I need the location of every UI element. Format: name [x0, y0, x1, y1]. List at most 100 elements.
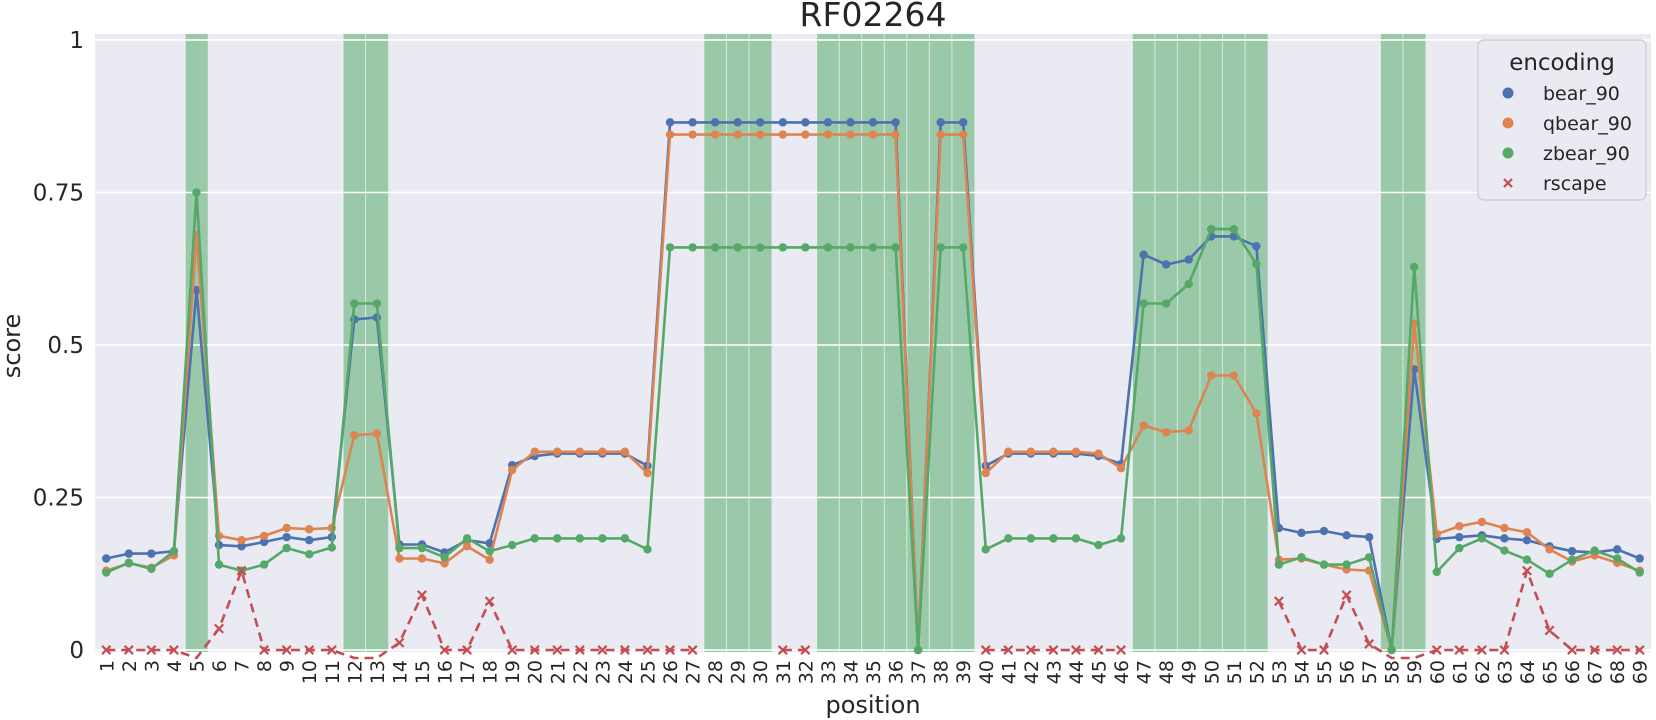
data-point-qbear_90: [823, 130, 833, 139]
data-point-qbear_90: [1161, 428, 1171, 437]
data-point-zbear_90: [1026, 534, 1036, 543]
x-tick-label: 24: [615, 660, 637, 684]
data-point-qbear_90: [665, 130, 675, 139]
data-point-rscape: [1003, 645, 1014, 655]
data-point-bear_90: [147, 549, 156, 558]
legend-marker-rscape: [1503, 178, 1513, 188]
data-point-qbear_90: [620, 447, 630, 456]
x-tick-label: 9: [277, 660, 299, 672]
data-point-zbear_90: [1635, 568, 1644, 577]
x-tick-label: 1: [96, 660, 118, 672]
data-point-qbear_90: [282, 523, 291, 533]
x-tick-label: 54: [1291, 660, 1313, 684]
data-point-qbear_90: [1500, 523, 1509, 533]
x-tick-label: 62: [1472, 660, 1494, 684]
data-point-zbear_90: [1319, 560, 1329, 569]
data-point-qbear_90: [305, 525, 314, 534]
data-point-rscape: [146, 645, 157, 655]
data-point-qbear_90: [959, 130, 968, 139]
data-point-rscape: [1499, 645, 1510, 655]
chart-title: RF02264: [800, 0, 947, 34]
data-point-zbear_90: [620, 534, 630, 543]
x-tick-label: 16: [435, 660, 457, 684]
data-point-rscape: [417, 590, 427, 601]
data-point-bear_90: [1455, 532, 1464, 542]
data-point-rscape: [281, 645, 292, 655]
data-point-rscape: [1273, 596, 1284, 607]
data-point-zbear_90: [643, 545, 652, 554]
x-tick-label: 4: [164, 660, 186, 672]
data-point-bear_90: [1522, 536, 1532, 545]
data-point-zbear_90: [1049, 534, 1058, 543]
data-point-qbear_90: [507, 465, 517, 475]
x-tick-label: 47: [1134, 660, 1156, 684]
data-point-zbear_90: [868, 243, 878, 252]
data-point-qbear_90: [891, 130, 900, 139]
x-tick-label: 30: [750, 660, 772, 684]
data-point-rscape: [687, 645, 698, 655]
data-point-qbear_90: [801, 130, 810, 139]
data-point-rscape: [529, 645, 540, 655]
data-point-zbear_90: [1500, 546, 1509, 555]
x-tick-label: 10: [299, 660, 321, 684]
data-point-qbear_90: [1071, 447, 1081, 456]
x-tick-label: 38: [931, 660, 953, 684]
data-point-qbear_90: [1049, 447, 1058, 456]
x-tick-label: 17: [457, 660, 479, 684]
x-tick-label: 22: [570, 660, 592, 684]
data-point-qbear_90: [1455, 521, 1464, 531]
data-point-bear_90: [846, 118, 855, 127]
data-point-zbear_90: [801, 243, 810, 252]
x-axis-label: position: [825, 691, 920, 719]
data-point-zbear_90: [1161, 299, 1171, 308]
data-point-qbear_90: [1477, 517, 1487, 527]
data-point-zbear_90: [756, 243, 765, 252]
legend-marker-qbear_90: [1502, 117, 1514, 129]
x-tick-label: 29: [728, 660, 750, 684]
data-point-bear_90: [1297, 528, 1306, 538]
x-tick-label: 46: [1111, 660, 1133, 684]
data-point-zbear_90: [1229, 224, 1239, 234]
data-point-zbear_90: [1612, 554, 1622, 563]
x-tick-label: 36: [886, 660, 908, 684]
x-tick-label: 58: [1382, 660, 1404, 684]
data-point-rscape: [574, 645, 585, 655]
data-point-qbear_90: [1004, 447, 1013, 456]
highlight-band-47: [1132, 34, 1155, 652]
legend-label: qbear_90: [1543, 113, 1632, 135]
data-point-qbear_90: [846, 130, 855, 139]
data-point-rscape: [304, 645, 315, 655]
data-point-zbear_90: [553, 534, 562, 543]
data-point-zbear_90: [778, 243, 787, 252]
data-point-bear_90: [124, 549, 134, 558]
data-point-zbear_90: [1139, 299, 1148, 308]
data-point-rscape: [1454, 645, 1465, 655]
data-point-rscape: [1116, 645, 1127, 655]
legend-box: [1477, 39, 1647, 201]
y-tick-label: 1: [69, 28, 84, 54]
x-tick-label: 67: [1585, 660, 1607, 684]
data-point-rscape: [1025, 645, 1036, 655]
data-point-zbear_90: [192, 188, 201, 197]
data-point-rscape: [439, 645, 450, 655]
data-point-qbear_90: [440, 559, 449, 568]
data-point-rscape: [236, 565, 247, 576]
x-tick-label: 44: [1066, 660, 1088, 684]
data-point-qbear_90: [778, 130, 787, 139]
data-point-bear_90: [1184, 255, 1193, 264]
data-point-bear_90: [733, 118, 742, 127]
data-point-rscape: [800, 645, 811, 655]
x-tick-label: 13: [367, 660, 389, 684]
series-bear_90: [102, 118, 1644, 655]
data-point-rscape: [552, 645, 563, 655]
data-point-rscape: [484, 596, 495, 607]
data-point-rscape: [619, 645, 630, 655]
data-point-qbear_90: [710, 130, 720, 139]
data-point-rscape: [1070, 645, 1081, 655]
legend-title: encoding: [1509, 50, 1615, 76]
x-tick-label: 19: [502, 660, 524, 684]
data-point-zbear_90: [981, 545, 990, 554]
data-point-zbear_90: [169, 546, 179, 556]
